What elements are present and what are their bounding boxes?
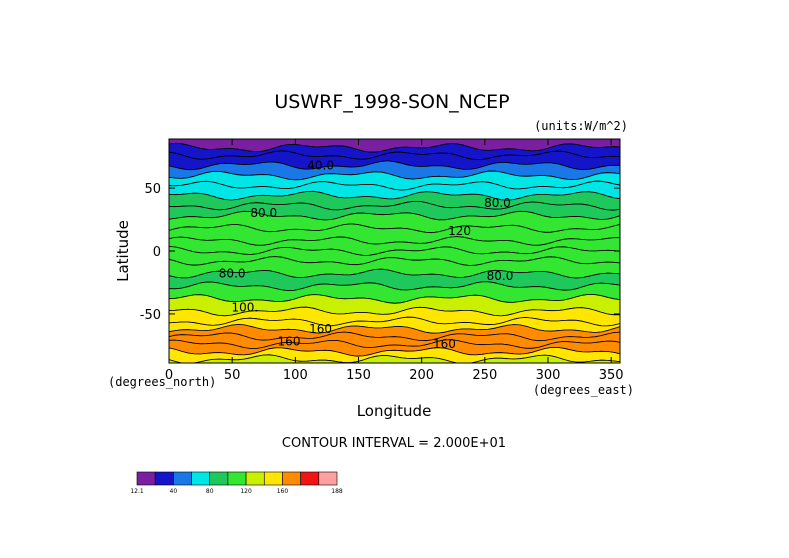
contour-bands	[169, 139, 620, 363]
colorbar-swatch	[173, 471, 192, 486]
colorbar-swatch	[136, 471, 156, 486]
x-tick-label: 150	[346, 368, 371, 383]
contour-band	[169, 354, 620, 363]
contour-label: 80.0	[219, 267, 246, 281]
colorbar-tick-label: 120	[240, 488, 252, 495]
x-tick-label: 200	[409, 368, 434, 383]
colorbar-tick-label: 188	[331, 488, 343, 495]
units-label: (units:W/m^2)	[534, 119, 628, 133]
x-tick-label: 0	[165, 368, 173, 383]
y-tick-label: -50	[140, 308, 161, 323]
x-tick-label: 300	[536, 368, 561, 383]
contour-label: 160	[278, 335, 301, 349]
colorbar-swatch	[282, 471, 301, 486]
colorbar-swatch	[191, 471, 211, 486]
x-axis-label: Longitude	[357, 402, 432, 420]
plot-area: 40.0 80.0 120 80.0 80.0 80.0 100. 160 160 160	[168, 138, 621, 364]
colorbar: 12.1 40 80 120 160 188	[130, 471, 343, 495]
x-unit-label: (degrees_east)	[533, 383, 634, 397]
contour-label: 160	[309, 322, 332, 336]
y-tick-label: 0	[153, 245, 161, 260]
contour-label: 80.0	[484, 196, 511, 210]
colorbar-tick-label: 160	[277, 488, 289, 495]
colorbar-swatch	[263, 471, 283, 486]
colorbar-swatch	[300, 471, 320, 486]
chart-title: USWRF_1998-SON_NCEP	[274, 91, 509, 113]
x-tick-label: 250	[472, 368, 497, 383]
x-axis: 0 50 100 150 200 250 300 350	[165, 139, 624, 383]
colorbar-tick-label: 40	[170, 488, 178, 495]
contour-labels: 40.0 80.0 120 80.0 80.0 80.0 100. 160 160 160	[219, 158, 514, 351]
y-tick-label: 50	[144, 182, 161, 197]
contour-label: 80.0	[487, 269, 514, 283]
x-tick-label: 50	[224, 368, 241, 383]
contour-interval-text: CONTOUR INTERVAL = 2.000E+01	[282, 436, 506, 451]
x-tick-label: 100	[283, 368, 308, 383]
x-tick-label: 350	[599, 368, 624, 383]
y-axis: 50 0 -50	[140, 182, 620, 323]
colorbar-swatch	[245, 471, 265, 486]
colorbar-tick-label: 80	[206, 488, 214, 495]
contour-label: 120	[448, 224, 471, 238]
colorbar-swatch	[227, 471, 247, 486]
colorbar-tick-label: 12.1	[130, 488, 144, 495]
contour-label: 100.	[231, 301, 258, 315]
colorbar-swatch	[318, 471, 338, 486]
contour-label: 80.0	[250, 206, 277, 220]
contour-label: 40.0	[307, 158, 334, 172]
y-unit-label: (degrees_north)	[108, 375, 216, 389]
contour-label: 160	[433, 337, 456, 351]
colorbar-swatch	[154, 471, 174, 486]
y-axis-label: Latitude	[114, 220, 132, 282]
colorbar-swatch	[209, 471, 229, 486]
